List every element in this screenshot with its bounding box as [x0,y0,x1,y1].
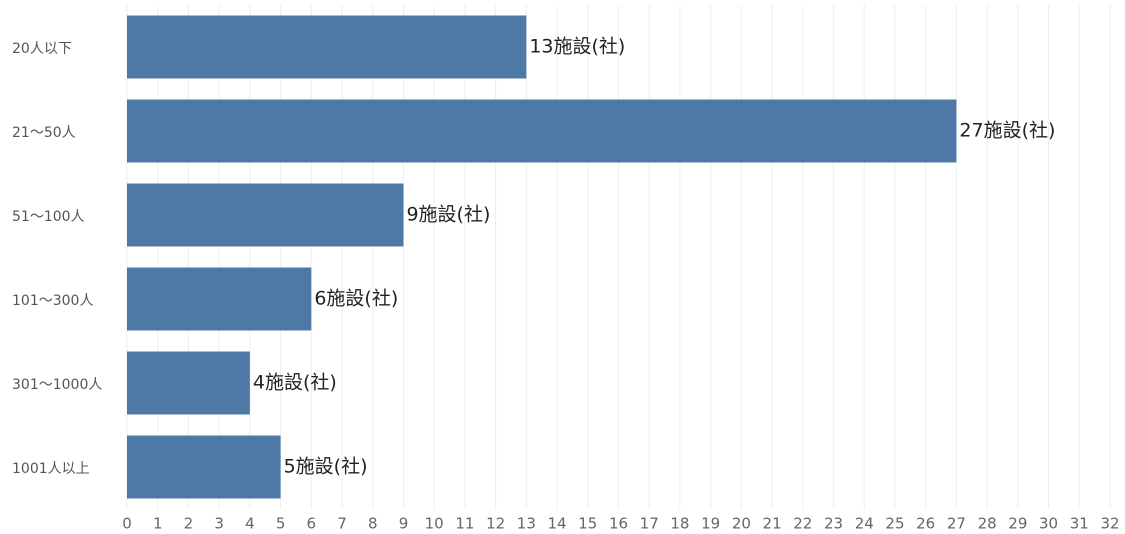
x-tick-label: 8 [368,515,378,533]
x-tick-label: 5 [276,515,286,533]
x-tick-label: 26 [916,515,935,533]
value-label: 13施設(社) [529,36,625,58]
value-label: 6施設(社) [314,288,398,310]
bar [127,351,250,415]
y-tick-label: 301～1000人 [12,377,102,393]
x-tick-label: 1 [153,515,163,533]
x-tick-label: 14 [548,515,567,533]
x-tick-label: 16 [609,515,628,533]
x-tick-label: 7 [337,515,347,533]
x-tick-label: 6 [307,515,317,533]
value-label: 5施設(社) [284,456,368,478]
x-tick-label: 3 [214,515,224,533]
y-tick-label: 101～300人 [12,293,93,309]
x-tick-label: 28 [978,515,997,533]
y-tick-label: 21～50人 [12,125,76,141]
x-tick-label: 11 [455,515,474,533]
x-tick-label: 25 [885,515,904,533]
x-tick-label: 19 [701,515,720,533]
x-tick-label: 21 [763,515,782,533]
y-tick-label: 51～100人 [12,209,85,225]
value-label: 4施設(社) [253,372,337,394]
x-tick-label: 27 [947,515,966,533]
x-tick-label: 32 [1100,515,1119,533]
x-tick-label: 31 [1070,515,1089,533]
bar [127,99,957,163]
x-tick-label: 30 [1039,515,1058,533]
x-tick-label: 24 [855,515,874,533]
x-tick-label: 15 [578,515,597,533]
x-tick-label: 0 [122,515,132,533]
value-label: 27施設(社) [959,120,1055,142]
value-label: 9施設(社) [406,204,490,226]
x-tick-label: 29 [1008,515,1027,533]
bar [127,15,527,79]
bar [127,435,281,499]
x-tick-label: 23 [824,515,843,533]
bar [127,267,312,331]
x-tick-label: 2 [184,515,194,533]
x-tick-label: 18 [670,515,689,533]
y-tick-label: 20人以下 [12,41,72,57]
y-tick-label: 1001人以上 [12,461,90,477]
x-tick-label: 9 [399,515,409,533]
x-tick-label: 12 [486,515,505,533]
x-tick-label: 22 [793,515,812,533]
x-tick-label: 4 [245,515,255,533]
x-tick-label: 13 [517,515,536,533]
bar [127,183,404,247]
x-tick-label: 10 [425,515,444,533]
x-tick-label: 20 [732,515,751,533]
x-tick-label: 17 [640,515,659,533]
